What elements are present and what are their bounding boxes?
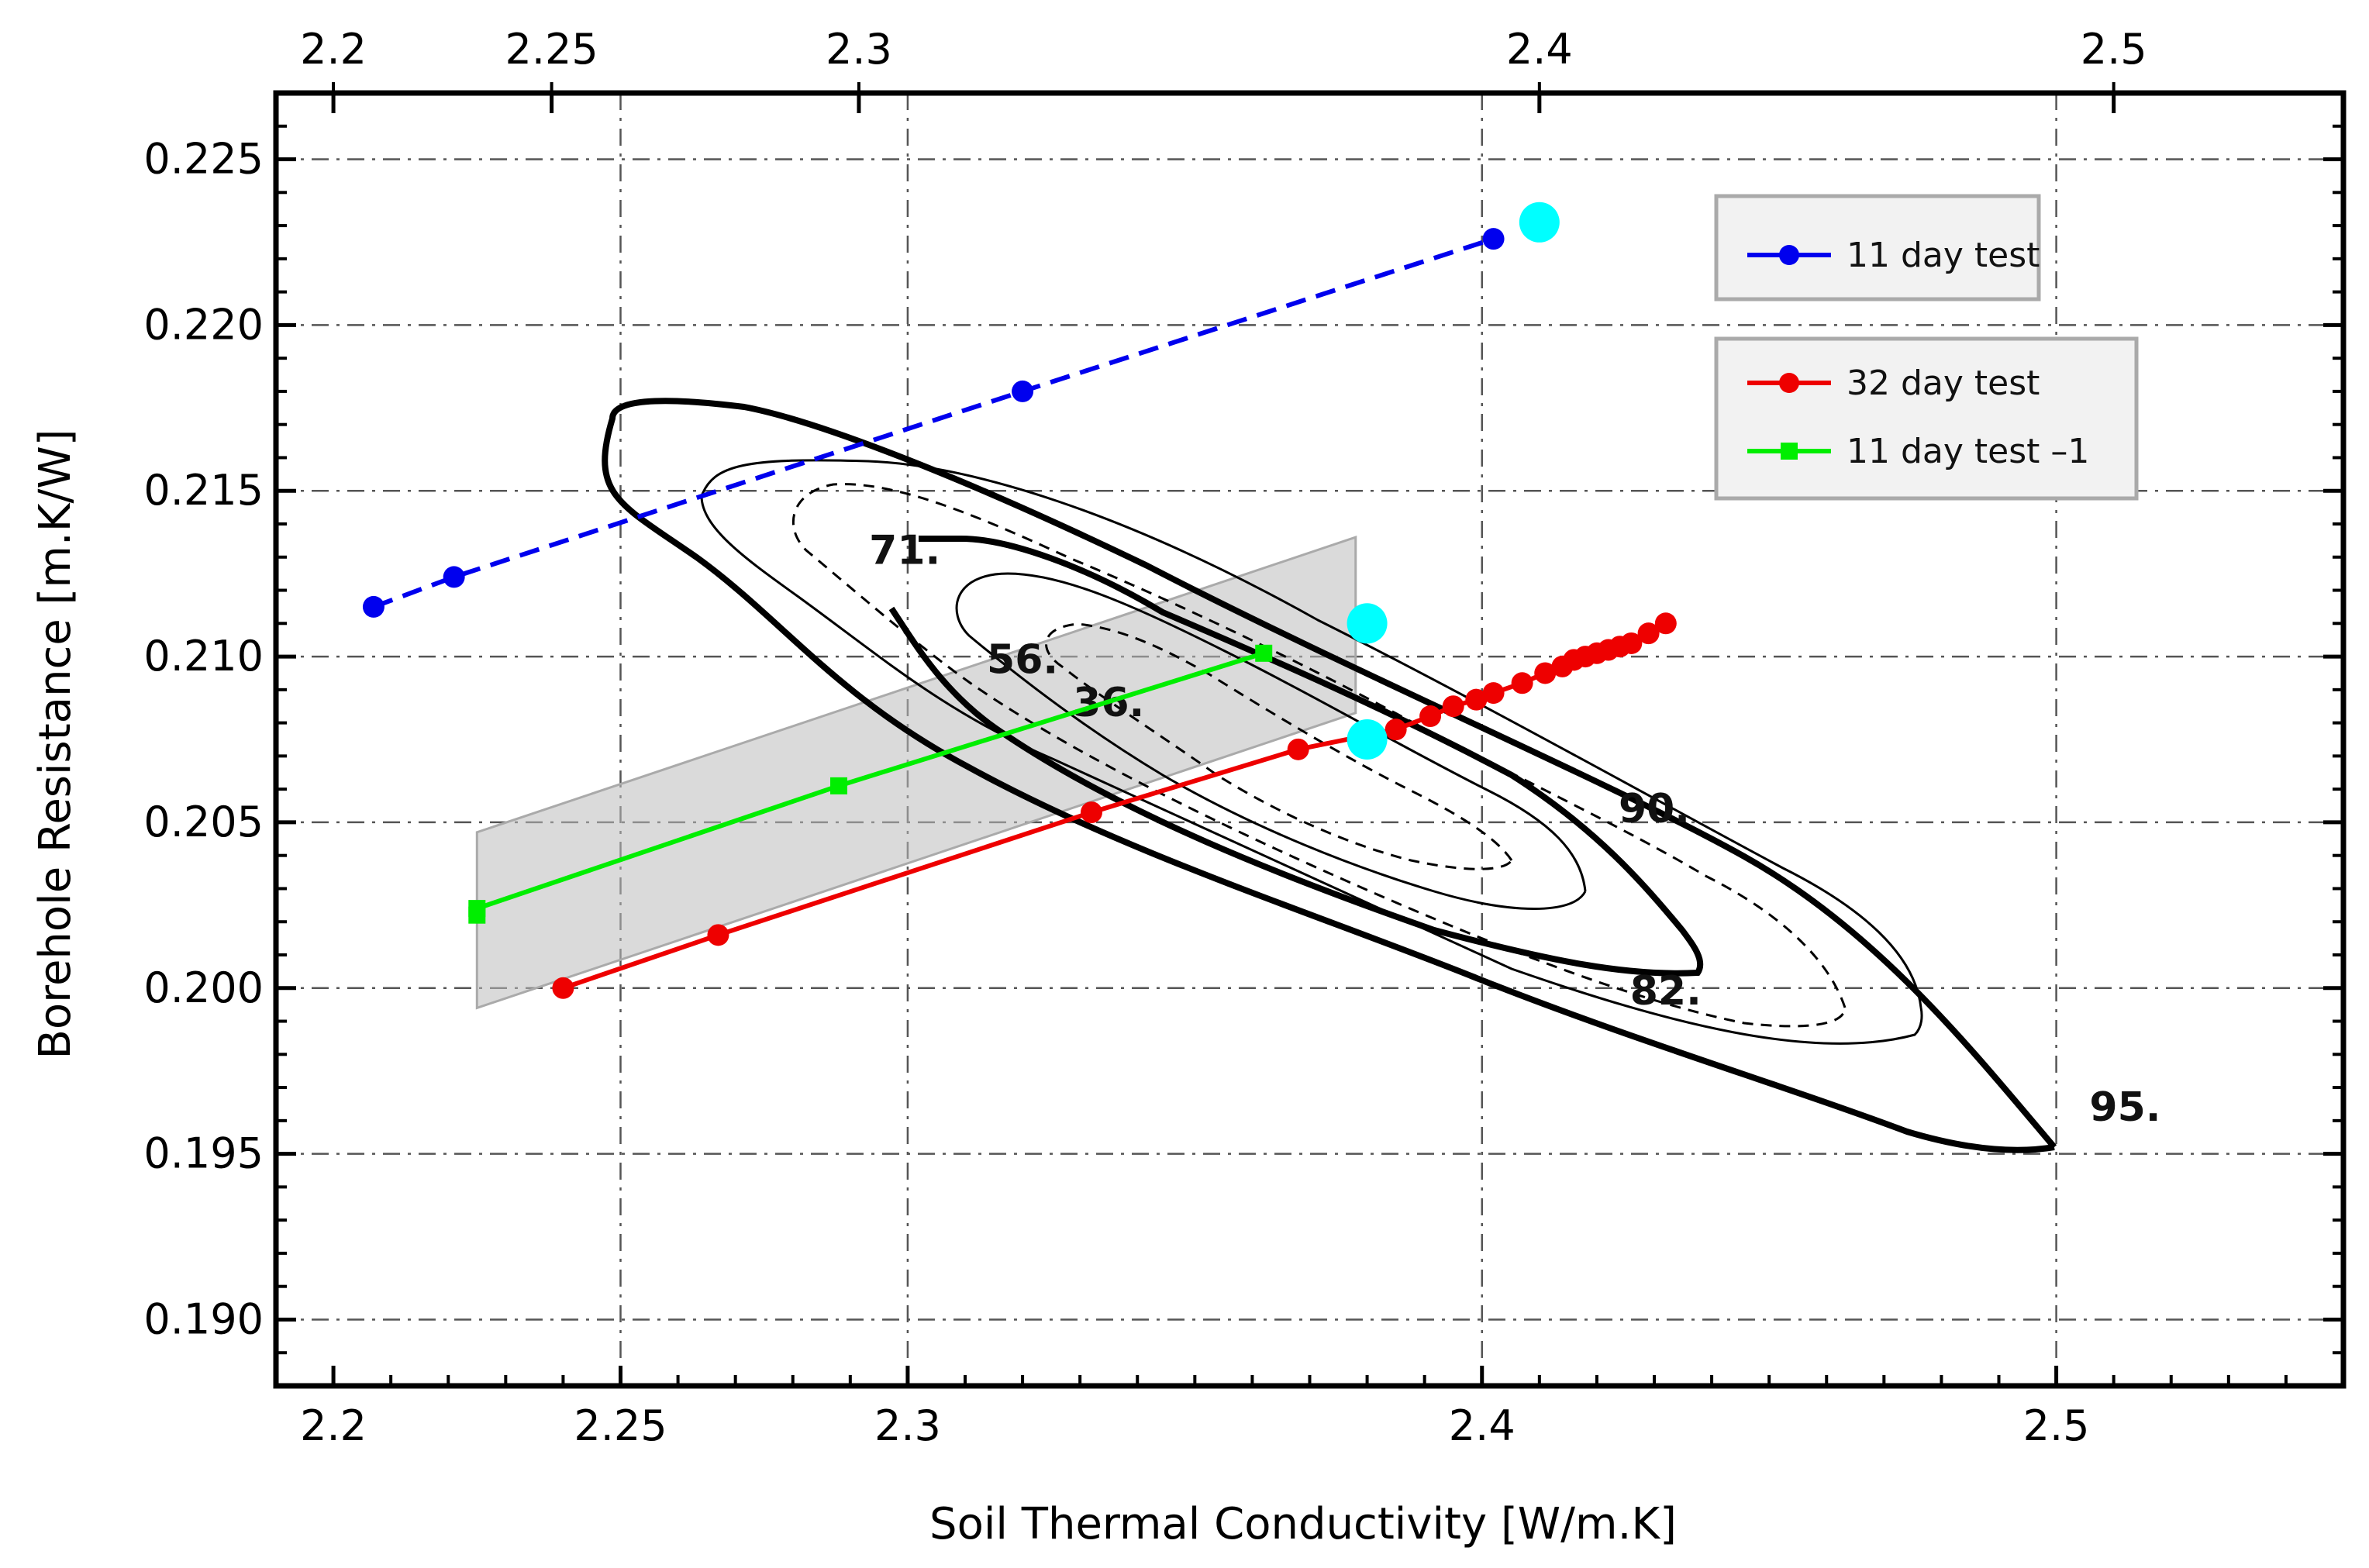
x-tick-label: 2.4 (1449, 1401, 1516, 1450)
data-point (1080, 801, 1102, 824)
contour-label: 95. (2089, 1084, 2160, 1131)
x-tick-label: 2.2 (300, 1401, 367, 1450)
data-point (362, 595, 384, 618)
highlight-point (1519, 202, 1560, 243)
y-tick-label: 0.195 (143, 1129, 264, 1178)
legend-marker-11-day-test (1779, 245, 1799, 265)
y-tick-label: 0.200 (143, 963, 264, 1012)
contour-95 (602, 398, 2057, 1153)
y-axis-title: Borehole Resistance [m.K/W] (30, 429, 81, 1059)
y-tick-label: 0.190 (143, 1294, 264, 1343)
data-point (1385, 719, 1407, 741)
y-tick-label: 0.215 (143, 466, 264, 515)
x-tick-label: 2.5 (2023, 1401, 2090, 1450)
y-tick-label: 0.220 (143, 300, 264, 349)
data-point (468, 900, 486, 918)
contour-label: 71. (869, 527, 940, 574)
contour-82 (700, 459, 1923, 1045)
data-point (707, 924, 729, 946)
data-point (1255, 644, 1273, 662)
contour-56 (955, 572, 1587, 910)
top-tick-label: 2.2 (300, 25, 367, 74)
legend-label-11-day-test-1: 11 day test –1 (1847, 432, 2089, 471)
uncertainty-band-layer (475, 536, 1357, 1010)
data-point (1654, 612, 1677, 635)
data-point (1482, 228, 1505, 250)
contour-71 (791, 483, 1847, 1028)
top-tick-label: 2.4 (1506, 25, 1573, 74)
legend-label-11-day-test: 11 day test (1847, 236, 2040, 275)
data-point (1012, 380, 1034, 402)
contour-label: 90. (1619, 786, 1690, 832)
contour-labels: 71.56.36.90.82.95. (869, 527, 2160, 1131)
data-point (1442, 695, 1464, 718)
top-tick-label: 2.5 (2081, 25, 2147, 74)
highlight-point (1347, 719, 1388, 760)
y-tick-label: 0.205 (143, 798, 264, 846)
highlight-points (1347, 202, 1560, 760)
data-point (552, 977, 574, 999)
data-point (1534, 662, 1557, 684)
data-point (1419, 705, 1442, 728)
legend-label-32-day-test: 32 day test (1847, 364, 2040, 403)
data-point (1465, 688, 1488, 711)
highlight-point (1347, 603, 1388, 644)
data-point (443, 566, 465, 588)
contour-label: 56. (987, 636, 1058, 683)
data-point (1620, 632, 1643, 654)
x-tick-label: 2.3 (874, 1401, 941, 1450)
series-line-0 (372, 236, 1495, 609)
data-point (830, 777, 848, 794)
uncertainty-band (475, 536, 1357, 1010)
x-axis-title: Soil Thermal Conductivity [W/m.K] (929, 1499, 1677, 1549)
series-layer (362, 228, 1677, 999)
contour-set (602, 398, 2057, 1153)
y-tick-label: 0.210 (143, 632, 264, 681)
data-point (1482, 682, 1505, 705)
legend-11-day-test: 11 day test (1714, 194, 2041, 302)
top-tick-label: 2.3 (826, 25, 892, 74)
data-point (1287, 738, 1309, 760)
contour-36 (1045, 622, 1513, 870)
contour-90 (888, 536, 1704, 977)
legend-marker-11-day-test-1 (1781, 443, 1798, 460)
x-tick-label: 2.25 (574, 1401, 667, 1450)
top-tick-label: 2.25 (505, 25, 598, 74)
axes: 2.2 2.25 2.3 2.4 2.5 2.2 2.25 2.3 2.4 2.5 0.190 0.1… (143, 25, 2347, 1450)
legend-marker-32-day-test (1779, 373, 1799, 393)
legend-32-day-and-11-day-1: 32 day test 11 day test –1 (1714, 336, 2139, 501)
contour-label: 82. (1630, 968, 1702, 1015)
data-point (1511, 672, 1533, 694)
y-tick-label: 0.225 (143, 135, 264, 184)
data-point (1637, 622, 1660, 645)
